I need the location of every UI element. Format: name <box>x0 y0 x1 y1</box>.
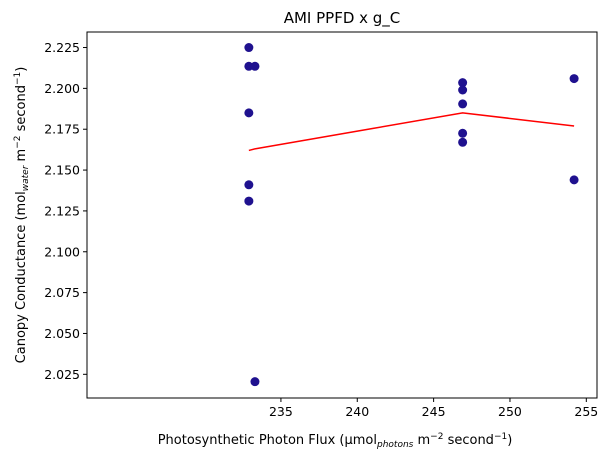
plot-frame <box>86 31 598 399</box>
fit-line <box>248 112 575 152</box>
x-tick-label: 235 <box>269 404 293 419</box>
data-point <box>250 377 260 387</box>
data-point <box>569 175 579 185</box>
data-point <box>244 196 254 206</box>
y-tick-label: 2.200 <box>44 81 80 96</box>
y-tick-label: 2.225 <box>44 40 80 55</box>
data-point <box>250 61 260 71</box>
y-tick-label: 2.125 <box>44 203 80 218</box>
y-tick-label: 2.175 <box>44 122 80 137</box>
y-tick-label: 2.100 <box>44 244 80 259</box>
data-point <box>244 43 254 53</box>
data-point <box>244 180 254 190</box>
x-tick-label: 255 <box>574 404 598 419</box>
plot-area <box>244 43 579 387</box>
y-tick-label: 2.150 <box>44 163 80 178</box>
x-axis: 235 240 245 250 255 <box>269 398 598 419</box>
data-point <box>458 137 468 147</box>
x-tick-label: 245 <box>422 404 446 419</box>
y-tick-label: 2.050 <box>44 326 80 341</box>
y-tick-label: 2.025 <box>44 367 80 382</box>
y-axis-label: Canopy Conductance (molwater m−2 second−… <box>13 67 31 364</box>
data-point <box>458 128 468 138</box>
chart-title: AMI PPFD x g_C <box>284 9 401 28</box>
x-tick-label: 240 <box>345 404 369 419</box>
x-axis-label: Photosynthetic Photon Flux (µmolphotons … <box>158 432 513 450</box>
y-tick-label: 2.075 <box>44 285 80 300</box>
data-point <box>458 85 468 95</box>
data-point <box>569 74 579 84</box>
data-point <box>458 99 468 109</box>
y-axis: 2.025 2.050 2.075 2.100 2.125 2.150 2.175 2.200… <box>44 40 87 382</box>
x-tick-label: 250 <box>498 404 522 419</box>
data-point <box>244 108 254 118</box>
data-point <box>458 78 468 88</box>
